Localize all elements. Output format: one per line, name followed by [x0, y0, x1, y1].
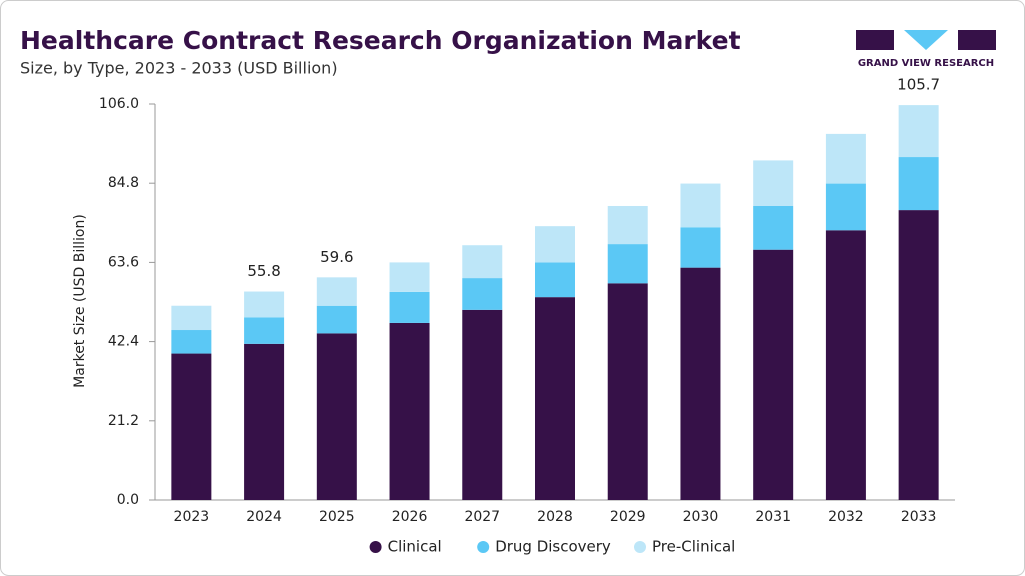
bar-segment [171, 353, 212, 500]
bar-segment [244, 317, 285, 344]
bar-segment [898, 210, 939, 500]
x-tick-label: 2029 [610, 509, 646, 525]
bar-segment [898, 105, 939, 158]
bar-segment [607, 244, 648, 284]
bar-segment [316, 333, 357, 500]
y-axis-label: Market Size (USD Billion) [72, 214, 88, 388]
legend-swatch [634, 541, 646, 553]
legend-swatch [477, 541, 490, 553]
bar-segment [825, 133, 866, 184]
bar-segment [825, 183, 866, 231]
chart-title: Healthcare Contract Research Organizatio… [20, 26, 741, 55]
bar-segment [316, 305, 357, 334]
bar-segment [535, 262, 575, 298]
bar-segment [607, 283, 648, 500]
total-label: 105.7 [897, 76, 940, 94]
bar-segment [389, 322, 430, 500]
x-tick-label: 2025 [319, 509, 355, 525]
bar-segment [171, 330, 212, 354]
y-tick-label: 21.2 [108, 413, 139, 429]
bar-segment [535, 226, 575, 263]
bar-segment [753, 249, 794, 500]
x-tick-label: 2024 [246, 509, 282, 525]
x-tick-label: 2027 [464, 509, 500, 525]
legend-label: Clinical [388, 538, 442, 556]
bar-segment [607, 205, 648, 245]
y-tick-label: 0.0 [117, 492, 139, 508]
bar-segment [680, 183, 721, 228]
y-tick-label: 84.8 [108, 175, 139, 191]
bar-segment [898, 157, 939, 211]
brand: GRAND VIEW RESEARCH [858, 58, 994, 69]
x-tick-label: 2033 [901, 509, 937, 525]
chart-subtitle: Size, by Type, 2023 - 2033 (USD Billion) [20, 59, 338, 78]
bar-segment [462, 278, 503, 310]
bar-segment [535, 297, 575, 500]
bar-segment [462, 309, 503, 500]
bar-segment [462, 245, 503, 279]
bar-segment [389, 262, 430, 292]
x-tick-label: 2031 [755, 509, 791, 525]
bar-segment [680, 267, 721, 500]
legend-swatch [369, 541, 382, 553]
bar-segment [244, 291, 285, 318]
bar-segment [244, 343, 285, 500]
bar-segment [680, 227, 721, 268]
total-label: 59.6 [320, 248, 353, 266]
y-tick-label: 106.0 [99, 96, 139, 112]
bar-segment [825, 230, 866, 500]
x-tick-label: 2026 [392, 509, 428, 525]
x-tick-label: 2023 [174, 509, 210, 525]
y-tick-label: 42.4 [108, 334, 139, 350]
bar-segment [171, 305, 212, 331]
x-tick-label: 2032 [828, 509, 864, 525]
x-tick-label: 2030 [683, 509, 719, 525]
bar-segment [753, 205, 794, 250]
legend-label: Drug Discovery [495, 538, 611, 556]
y-tick-label: 63.6 [108, 254, 139, 270]
logo: GRAND VIEW RESEARCH [856, 30, 996, 69]
bar-segment [389, 291, 430, 323]
x-tick-label: 2028 [537, 509, 573, 525]
bar-segment [316, 277, 357, 306]
total-label: 55.8 [247, 262, 280, 280]
bar-segment [753, 160, 794, 206]
legend-label: Pre-Clinical [652, 538, 735, 556]
